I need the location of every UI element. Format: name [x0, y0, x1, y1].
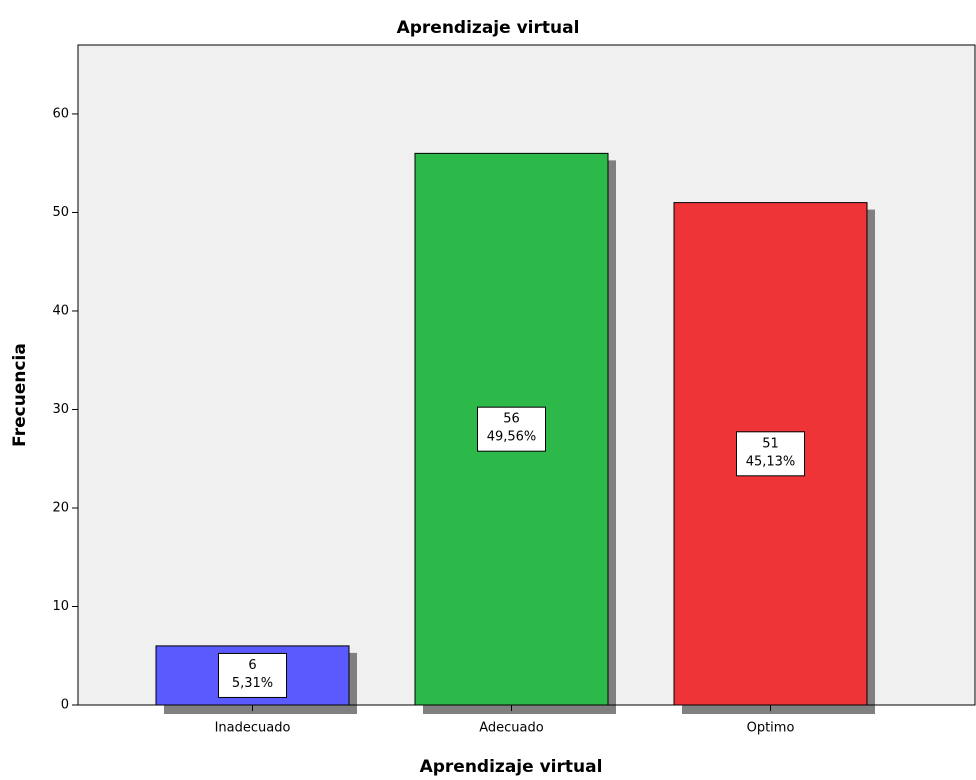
y-tick-label: 50 [52, 205, 69, 220]
y-tick-label: 20 [52, 500, 69, 515]
y-tick-label: 60 [52, 106, 69, 121]
x-tick-label: Optimo [747, 721, 795, 736]
data-label-percent: 49,56% [487, 430, 537, 445]
data-label: 56 [503, 412, 520, 427]
data-label-box [218, 652, 287, 698]
data-label-percent: 45,13% [746, 454, 796, 469]
x-tick-label: Inadecuado [215, 721, 291, 736]
data-label-percent: 5,31% [232, 676, 273, 691]
chart-title: Aprendizaje virtual [397, 18, 580, 38]
y-tick-label: 0 [61, 698, 69, 713]
x-tick-label: Adecuado [479, 721, 544, 736]
data-label-box [736, 431, 805, 477]
data-label: 51 [762, 436, 779, 451]
y-axis-title: Frecuencia [10, 343, 30, 447]
data-label: 6 [248, 658, 256, 673]
y-tick-label: 10 [52, 599, 69, 614]
x-axis-title: Aprendizaje virtual [420, 757, 603, 777]
y-tick-label: 30 [52, 402, 69, 417]
y-tick-label: 40 [52, 303, 69, 318]
data-label-box [477, 406, 546, 452]
